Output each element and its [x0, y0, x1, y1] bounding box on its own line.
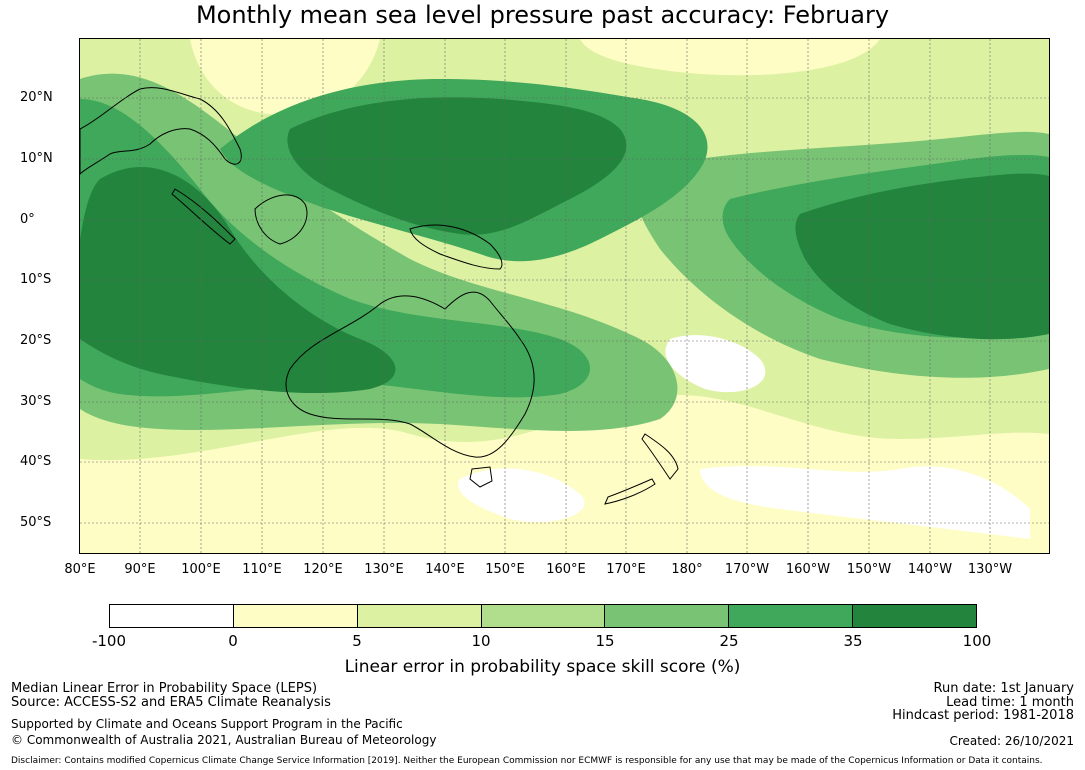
colorbar — [109, 604, 977, 628]
low-skill-southern-band — [80, 394, 1049, 553]
colorbar-segment — [357, 605, 482, 627]
top-skill-core-east — [795, 173, 1049, 340]
coastline-sumatra — [171, 188, 236, 245]
colorbar-tick-label: 100 — [962, 632, 992, 650]
colorbar-label: Linear error in probability space skill … — [344, 657, 741, 677]
lat-tick-label: 20°N — [20, 90, 53, 105]
copyright-text: © Commonwealth of Australia 2021, Austra… — [11, 733, 437, 747]
lon-tick-label: 170°W — [724, 562, 770, 577]
low-skill-northeast-patch — [580, 39, 880, 76]
skill-map — [79, 38, 1050, 554]
coastline-new-zealand — [604, 433, 679, 505]
disclaimer-text: Disclaimer: Contains modified Copernicus… — [11, 756, 1043, 766]
skill-field-layer — [80, 39, 1049, 553]
lon-tick-label: 170°E — [606, 562, 646, 577]
lat-tick-label: 50°S — [20, 515, 52, 530]
lon-tick-label: 160°W — [785, 562, 831, 577]
colorbar-segment — [729, 605, 854, 627]
colorbar-segment — [110, 605, 234, 627]
lat-tick-label: 10°S — [20, 272, 52, 287]
lon-tick-label: 150°E — [485, 562, 525, 577]
graticule — [80, 39, 1049, 553]
lon-tick-label: 110°E — [242, 562, 282, 577]
lon-tick-label: 120°E — [303, 562, 343, 577]
no-skill-patch-south-pacific — [700, 466, 1030, 539]
lead-time-text: Lead time: 1 month — [946, 695, 1074, 710]
lon-tick-label: 100°E — [181, 562, 221, 577]
lat-tick-label: 10°N — [20, 151, 53, 166]
colorbar-segment — [233, 605, 358, 627]
lon-tick-label: 130°W — [967, 562, 1013, 577]
lon-tick-label: 140°W — [907, 562, 953, 577]
coastline-borneo — [254, 194, 308, 245]
colorbar-segment — [853, 605, 977, 627]
hindcast-text: Hindcast period: 1981-2018 — [892, 708, 1074, 723]
lat-tick-label: 40°S — [20, 454, 52, 469]
colorbar-tick-label: 0 — [228, 632, 238, 650]
skill-map-canvas — [80, 39, 1049, 553]
no-skill-patch-central-pacific — [665, 335, 766, 393]
coastline-tasmania — [469, 466, 493, 488]
coastline-australia — [285, 291, 535, 458]
top-skill-core-north — [287, 97, 627, 235]
source-text: Source: ACCESS-S2 and ERA5 Climate Reana… — [11, 695, 331, 710]
lon-tick-label: 140°E — [425, 562, 465, 577]
colorbar-segment — [481, 605, 606, 627]
lat-tick-label: 20°S — [20, 333, 52, 348]
lon-tick-label: 150°W — [846, 562, 892, 577]
colorbar-tick-label: 25 — [719, 632, 739, 650]
colorbar-tick-label: 10 — [471, 632, 491, 650]
colorbar-tick-label: 15 — [595, 632, 615, 650]
colorbar-tick-label: -100 — [91, 632, 127, 650]
coastline-layer — [80, 87, 679, 505]
lat-tick-label: 30°S — [20, 394, 52, 409]
run-date-text: Run date: 1st January — [933, 681, 1074, 696]
lon-tick-label: 80°E — [64, 562, 96, 577]
colorbar-segment — [605, 605, 730, 627]
coastline-new-guinea — [409, 224, 503, 270]
lon-tick-label: 180° — [671, 562, 703, 577]
lon-tick-label: 130°E — [364, 562, 404, 577]
support-text: Supported by Climate and Oceans Support … — [11, 717, 403, 731]
colorbar-tick-label: 35 — [843, 632, 863, 650]
created-text: Created: 26/10/2021 — [949, 734, 1074, 748]
chart-title: Monthly mean sea level pressure past acc… — [195, 1, 890, 29]
lon-tick-label: 160°E — [546, 562, 586, 577]
lon-tick-label: 90°E — [124, 562, 156, 577]
method-text: Median Linear Error in Probability Space… — [11, 681, 318, 696]
colorbar-tick-label: 5 — [352, 632, 362, 650]
lat-tick-label: 0° — [20, 212, 35, 227]
